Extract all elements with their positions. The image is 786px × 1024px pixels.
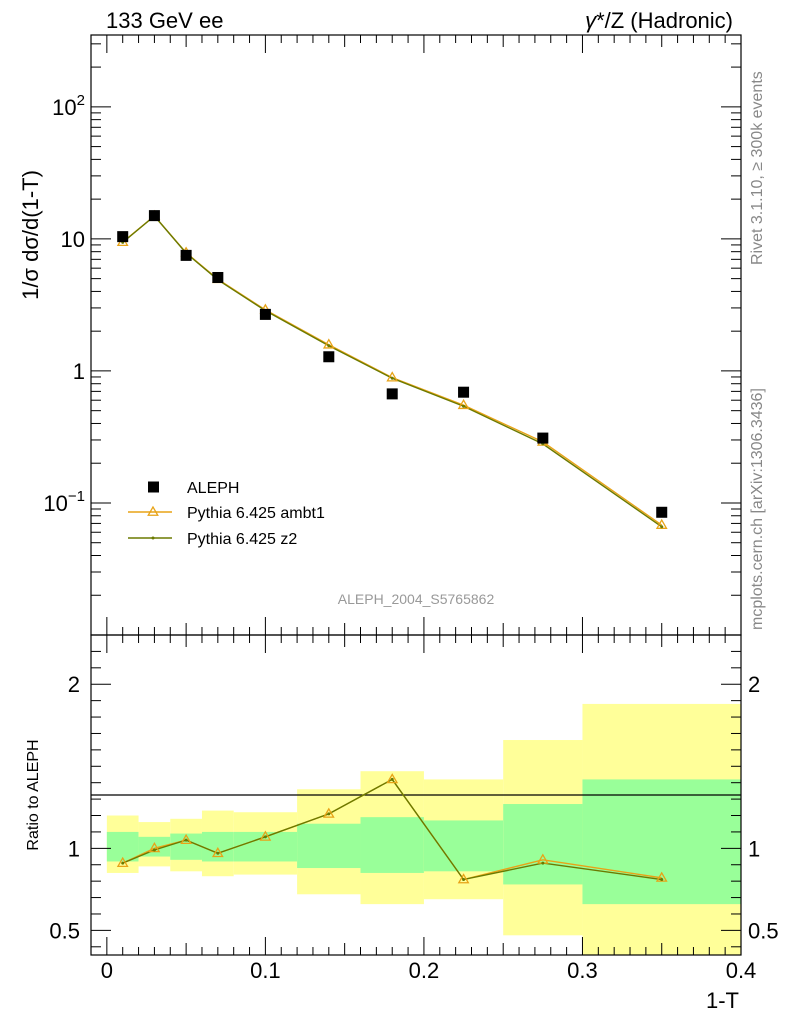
x-tick-label: 0	[101, 958, 113, 983]
aleph-marker	[656, 506, 668, 518]
inner-band	[503, 804, 583, 885]
z2-marker	[660, 525, 664, 529]
uncertainty-bands	[106, 703, 741, 955]
rivet-version-label: Rivet 3.1.10, ≥ 300k events	[749, 71, 766, 265]
process-label: γ*/Z (Hadronic)	[585, 8, 733, 33]
ratio-ambt1-marker	[457, 873, 470, 884]
ratio-z2-marker	[541, 861, 545, 865]
legend-entry-label: Pythia 6.425 z2	[187, 531, 297, 548]
aleph-marker	[458, 386, 470, 398]
analysis-id-label: ALEPH_2004_S5765862	[338, 591, 495, 607]
ratio-series-lines	[122, 778, 662, 881]
x-tick-label: 0.4	[726, 958, 757, 983]
x-tick-label: 0.3	[567, 958, 598, 983]
ratio-z2-marker	[121, 861, 125, 865]
ambt1-marker	[386, 371, 399, 382]
z2-marker	[327, 344, 331, 348]
ratio-z2-marker	[263, 835, 267, 839]
x-tick-label: 0.2	[409, 958, 440, 983]
z2-marker	[390, 376, 394, 380]
ambt1-marker	[322, 338, 335, 349]
ambt1-marker	[655, 518, 668, 529]
ratio-plot-panel: 0.5 0.51 12 2 0 0.1 0.2 0.3 0.4 Ratio to ALEPH …	[25, 634, 779, 1013]
y-tick-label: 1	[73, 359, 85, 384]
energy-label: 133 GeV ee	[106, 8, 223, 33]
z2-line	[122, 215, 663, 528]
ratio-z2-marker	[216, 851, 220, 855]
legend-aleph-marker	[148, 481, 159, 493]
inner-band	[423, 820, 504, 872]
legend-ambt1-marker	[147, 505, 159, 516]
inner-band	[170, 833, 202, 860]
ratio-y-tick-labels: 0.5 0.5 1 1 2 2	[49, 672, 778, 943]
inner-band	[106, 831, 139, 862]
ratio-ambt1-marker	[386, 773, 399, 784]
mcplots-label: mcplots.cern.ch [arXiv:1306.3436]	[749, 388, 766, 630]
ratio-y-tick-label-right: 2	[748, 672, 760, 697]
legend-entry-label: ALEPH	[187, 480, 239, 497]
aleph-marker	[259, 308, 271, 320]
x-tick-labels: 0 0.1 0.2 0.3 0.4	[101, 958, 757, 983]
main-plot-panel: 10−1 1 10 102 1/σ dσ/d(1-T) ALEPH_2004_S576…	[18, 34, 742, 636]
z2-marker	[462, 404, 466, 408]
ratio-axis-ticks	[91, 635, 742, 955]
y-tick-label: 10−1	[43, 488, 85, 516]
main-axis-ticks	[91, 35, 742, 636]
aleph-marker	[117, 231, 129, 243]
ratio-ambt1-marker	[259, 830, 272, 841]
main-series-lines	[122, 215, 663, 528]
ratio-ambt1-marker	[180, 833, 192, 845]
aleph-marker	[148, 210, 160, 222]
inner-band	[360, 817, 424, 873]
ratio-ambt1-marker	[655, 871, 668, 882]
ratio-z2-marker	[462, 878, 466, 882]
y-tick-label: 102	[52, 92, 85, 120]
ratio-ambt1-marker	[322, 807, 335, 818]
aleph-marker	[323, 351, 335, 363]
legend: ALEPH Pythia 6.425 ambt1 Pythia 6.425 z2	[128, 480, 325, 548]
legend-z2-marker	[151, 536, 155, 540]
main-series-markers	[116, 209, 668, 529]
gamma-symbol: γ	[585, 8, 598, 33]
x-axis-label: 1-T	[706, 988, 739, 1013]
y-tick-label: 10	[61, 227, 85, 252]
ratio-z2-marker	[660, 878, 664, 882]
ratio-y-tick-label: 1	[68, 836, 80, 861]
ratio-ambt1-marker	[148, 842, 161, 853]
ratio-y-tick-label: 2	[68, 672, 80, 697]
ratio-ambt1-marker	[116, 856, 129, 868]
process-text: */Z (Hadronic)	[596, 8, 733, 33]
ratio-y-tick-label-right: 1	[748, 836, 760, 861]
ratio-series-markers	[116, 773, 668, 884]
inner-band	[297, 823, 361, 869]
ratio-z2-marker	[390, 777, 394, 781]
main-y-tick-labels: 10−1 1 10 102	[43, 92, 85, 516]
ratio-y-tick-label-right: 0.5	[748, 918, 779, 943]
ratio-y-tick-label: 0.5	[49, 918, 80, 943]
legend-entry-label: Pythia 6.425 ambt1	[187, 505, 325, 522]
ratio-z2-marker	[184, 838, 188, 842]
aleph-marker	[180, 249, 192, 261]
ratio-y-axis-label: Ratio to ALEPH	[25, 739, 42, 850]
ratio-ambt1-marker	[211, 846, 224, 858]
aleph-marker	[537, 432, 549, 444]
ratio-z2-marker	[327, 812, 331, 816]
ratio-plot-frame	[90, 634, 742, 956]
ambt1-marker	[457, 398, 470, 410]
aleph-marker	[212, 271, 224, 283]
ambt1-line	[122, 215, 663, 526]
inner-band	[582, 779, 741, 905]
main-y-axis-label: 1/σ dσ/d(1-T)	[18, 170, 43, 300]
x-tick-label: 0.1	[250, 958, 281, 983]
ratio-z2-marker	[152, 848, 156, 852]
aleph-marker	[386, 388, 398, 400]
ratio-z2-line	[122, 778, 662, 881]
